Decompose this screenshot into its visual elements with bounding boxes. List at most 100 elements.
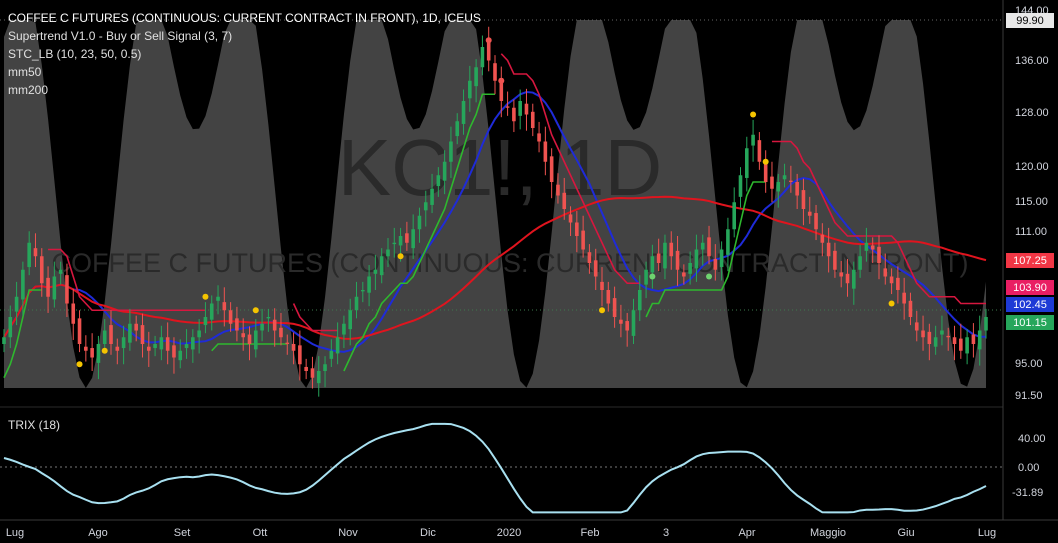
candle-body — [738, 175, 743, 197]
legend-mm50[interactable]: mm50 — [8, 65, 42, 79]
candle-body — [612, 298, 617, 317]
candle-body — [323, 364, 327, 371]
candle-body — [310, 368, 315, 378]
candle — [782, 163, 787, 188]
time-axis-label: 3 — [663, 527, 669, 539]
candle-body — [889, 276, 894, 284]
signal-dot — [706, 273, 713, 280]
candle — [209, 295, 214, 331]
candle — [505, 91, 510, 116]
candle — [172, 337, 176, 374]
supertrend-down-segment — [292, 303, 338, 332]
candle — [795, 173, 799, 209]
candle — [606, 281, 611, 312]
candle — [637, 275, 642, 322]
candle-body — [411, 229, 415, 249]
candle-body — [833, 250, 837, 270]
price-tag-bg — [1006, 280, 1054, 295]
candle-body — [14, 296, 19, 312]
candle-body — [102, 330, 107, 344]
candle-body — [430, 188, 434, 205]
candle-body — [493, 63, 497, 81]
candle — [153, 335, 157, 357]
candle-body — [908, 300, 913, 317]
candle — [694, 234, 699, 282]
candle-body — [480, 47, 485, 68]
chart-legend: COFFEE C FUTURES (CONTINUOUS: CURRENT CO… — [8, 9, 481, 99]
candle — [373, 254, 378, 290]
candles[interactable] — [2, 26, 988, 397]
signal-dot — [485, 37, 492, 44]
candle-body — [209, 303, 214, 320]
candle — [90, 333, 94, 371]
candle-body — [512, 107, 516, 122]
candle — [39, 248, 44, 297]
legend-stc[interactable]: STC_LB (10, 23, 50, 0.5) — [8, 47, 142, 61]
candle — [392, 227, 397, 258]
candle — [128, 308, 132, 351]
candle — [556, 173, 560, 204]
candle-body — [115, 346, 120, 351]
candle-body — [575, 222, 579, 236]
candle — [524, 88, 529, 131]
candle-body — [845, 273, 850, 284]
candle — [134, 315, 138, 342]
candle-body — [90, 348, 94, 358]
candle — [833, 242, 837, 278]
price-axis-label: 120.00 — [1015, 161, 1049, 173]
candle-body — [405, 233, 409, 243]
candle — [27, 231, 31, 276]
price-tag-text: 102.45 — [1013, 299, 1047, 311]
candle — [587, 244, 592, 274]
candle-body — [644, 269, 648, 285]
supertrend-up-segment — [645, 181, 766, 318]
candle-body — [883, 268, 888, 277]
candle — [675, 236, 680, 286]
candle — [84, 335, 88, 362]
candle — [33, 233, 38, 268]
candle — [682, 264, 686, 285]
candle — [946, 327, 951, 351]
candle-body — [820, 234, 825, 243]
candle — [700, 234, 705, 266]
candle-body — [52, 276, 57, 300]
candle-body — [8, 317, 13, 338]
trix-pane — [3, 422, 987, 514]
candle-body — [971, 334, 976, 344]
candle-body — [77, 318, 82, 344]
candle-body — [631, 310, 636, 336]
candle — [889, 268, 894, 295]
candle-body — [556, 184, 560, 196]
candle — [455, 113, 460, 145]
trix-legend[interactable]: TRIX (18) — [8, 418, 61, 432]
candle-body — [984, 317, 988, 331]
legend-supertrend[interactable]: Supertrend V1.0 - Buy or Sell Signal (3,… — [8, 29, 233, 43]
candle-body — [675, 250, 680, 270]
candle-body — [826, 242, 831, 257]
candle-body — [316, 371, 321, 384]
candle-body — [839, 272, 844, 277]
candle-body — [858, 256, 862, 270]
candle — [423, 190, 428, 227]
candle — [631, 298, 636, 344]
candle-body — [927, 331, 932, 344]
candle-body — [732, 202, 737, 230]
price-tag-text: 103.90 — [1013, 282, 1047, 294]
candle — [719, 241, 724, 281]
candle-body — [121, 337, 126, 349]
candle-body — [342, 323, 346, 335]
candle — [285, 334, 290, 355]
legend-title[interactable]: COFFEE C FUTURES (CONTINUOUS: CURRENT CO… — [8, 11, 481, 25]
candle — [877, 235, 881, 280]
candle-body — [33, 248, 38, 257]
legend-mm200[interactable]: mm200 — [8, 83, 49, 97]
candle — [386, 238, 390, 268]
candle-body — [222, 302, 227, 311]
candle — [115, 338, 120, 365]
signal-dot — [750, 111, 757, 118]
candle-body — [499, 78, 504, 101]
signal-dot — [599, 307, 606, 314]
candle-body — [373, 269, 378, 274]
symbol-watermark: KC1!, 1D COFFEE C FUTURES (CONTINUOUS: C… — [52, 123, 969, 278]
